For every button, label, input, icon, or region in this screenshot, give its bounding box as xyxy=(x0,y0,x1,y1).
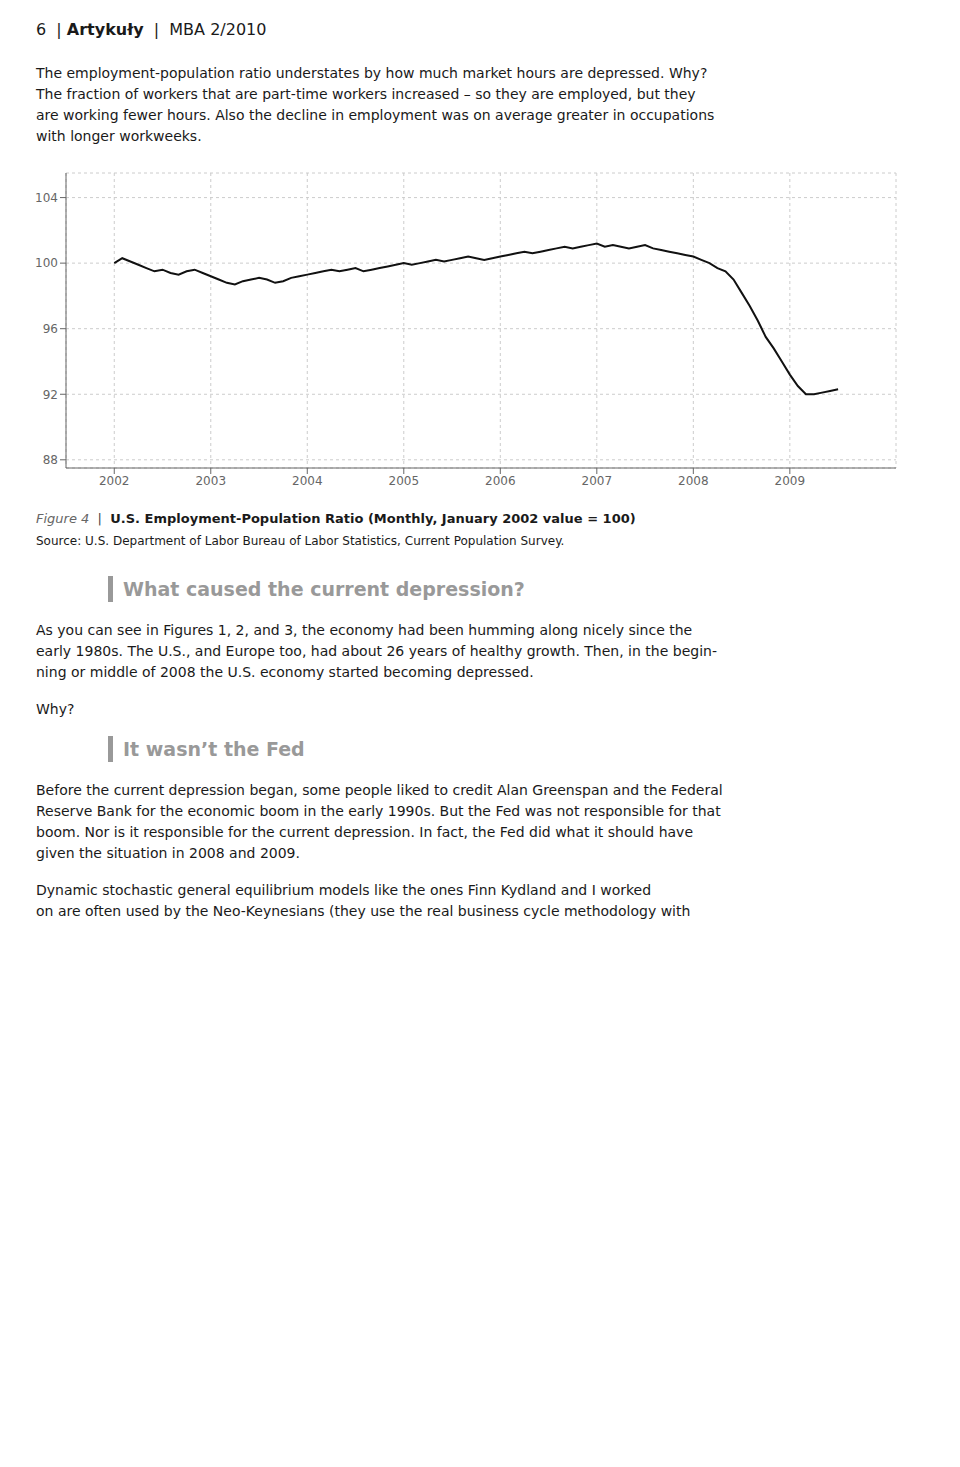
html-text:The fraction of workers that a: The fraction of workers that are part-ti… xyxy=(36,86,696,102)
html-text:ning or middle of 2008 the U.S: ning or middle of 2008 the U.S. economy … xyxy=(36,664,534,680)
html-text:given the situation in 2008 an: given the situation in 2008 and 2009. xyxy=(36,845,300,861)
svg-text:104: 104 xyxy=(35,191,58,205)
html-text:with longer workweeks.: with longer workweeks. xyxy=(36,128,202,144)
svg-text:100: 100 xyxy=(35,256,58,270)
svg-text:2002: 2002 xyxy=(99,474,130,488)
svg-text:2008: 2008 xyxy=(678,474,709,488)
svg-text:2005: 2005 xyxy=(389,474,420,488)
html-text:6 | Artykuły | MBA 2/2010: 6 | Artykuły | MBA 2/2010 xyxy=(36,20,267,39)
svg-text:92: 92 xyxy=(43,388,58,402)
html-text:Reserve Bank for the economic: Reserve Bank for the economic boom in th… xyxy=(36,803,721,819)
html-text:boom. Nor is it responsible fo: boom. Nor is it responsible for the curr… xyxy=(36,824,693,840)
svg-text:2009: 2009 xyxy=(775,474,806,488)
svg-text:88: 88 xyxy=(43,453,58,467)
html-text:What caused the current depres: What caused the current depression? xyxy=(123,578,525,600)
svg-text:2007: 2007 xyxy=(582,474,613,488)
html-text:Why?: Why? xyxy=(36,701,75,717)
svg-text:96: 96 xyxy=(43,322,58,336)
html-text:early 1980s. The U.S., and Eur: early 1980s. The U.S., and Europe too, h… xyxy=(36,643,717,659)
html-text:The employment-population rati: The employment-population ratio understa… xyxy=(36,65,708,81)
html-text:Figure 4 | U.S. Employment-Pop: Figure 4 | U.S. Employment-Population Ra… xyxy=(36,511,636,526)
html-text:It wasn’t the Fed: It wasn’t the Fed xyxy=(123,738,305,760)
html-text:Source: U.S. Department of Lab: Source: U.S. Department of Labor Bureau … xyxy=(36,534,565,548)
svg-text:2006: 2006 xyxy=(485,474,516,488)
svg-text:2003: 2003 xyxy=(195,474,226,488)
html-text:As you can see in Figures 1, 2: As you can see in Figures 1, 2, and 3, t… xyxy=(36,622,693,638)
html-text:Before the current depression: Before the current depression began, som… xyxy=(36,782,723,798)
html-text:Dynamic stochastic general equ: Dynamic stochastic general equilibrium m… xyxy=(36,882,652,898)
html-text:on are often used by the Neo-K: on are often used by the Neo-Keynesians … xyxy=(36,903,691,919)
svg-text:2004: 2004 xyxy=(292,474,323,488)
html-text:are working fewer hours. Also: are working fewer hours. Also the declin… xyxy=(36,107,715,123)
